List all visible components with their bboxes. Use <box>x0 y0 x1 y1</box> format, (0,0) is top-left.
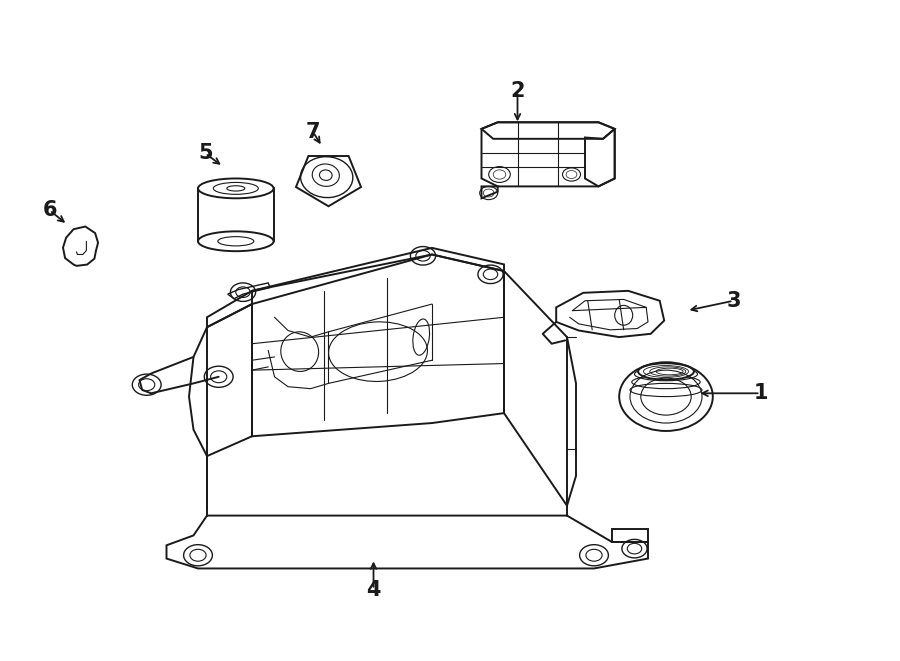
Ellipse shape <box>638 364 694 379</box>
Text: 3: 3 <box>726 291 741 311</box>
Text: 4: 4 <box>366 580 381 600</box>
Text: 6: 6 <box>42 200 57 220</box>
Text: 1: 1 <box>753 383 768 403</box>
Ellipse shape <box>301 157 353 198</box>
Text: 7: 7 <box>306 122 320 142</box>
Text: 2: 2 <box>510 81 525 101</box>
Ellipse shape <box>198 231 274 251</box>
Text: 5: 5 <box>198 143 212 163</box>
Ellipse shape <box>198 178 274 198</box>
